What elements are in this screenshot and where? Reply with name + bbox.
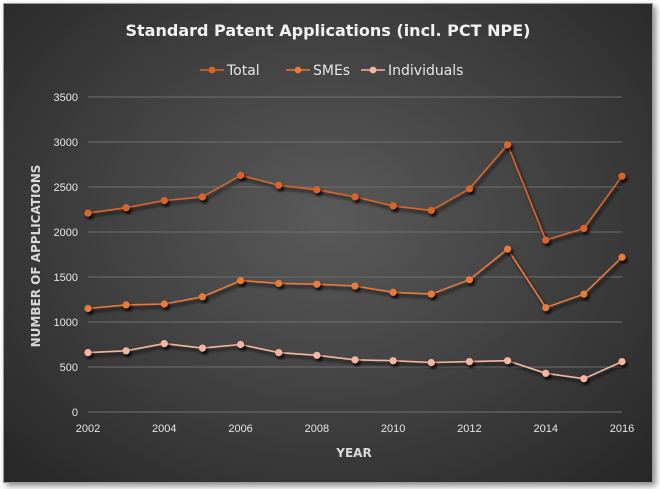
series-smes bbox=[84, 245, 626, 313]
point-total-2006 bbox=[236, 171, 245, 179]
legend-item-smes: SMEs bbox=[286, 63, 350, 79]
point-total-2013 bbox=[503, 141, 512, 149]
line-chart: Standard Patent Applications (incl. PCT … bbox=[29, 21, 634, 460]
y-tick-label-3000: 3000 bbox=[54, 137, 78, 149]
legend: Total SMEs Individuals bbox=[200, 63, 463, 79]
point-total-2010 bbox=[389, 202, 397, 210]
point-smes-2011 bbox=[427, 290, 435, 298]
legend-item-total: Total bbox=[200, 63, 260, 79]
x-tick-label-2002: 2002 bbox=[76, 423, 100, 435]
y-axis-ticks: 0 500 1000 1500 2000 2500 3000 3500 bbox=[54, 92, 78, 419]
point-individuals-2005 bbox=[198, 344, 207, 352]
legend-label-total: Total bbox=[226, 63, 260, 79]
series-total bbox=[84, 141, 626, 244]
x-tick-label-2008: 2008 bbox=[305, 423, 329, 435]
point-total-2009 bbox=[351, 193, 359, 201]
point-individuals-2014 bbox=[542, 369, 550, 377]
y-tick-label-2500: 2500 bbox=[54, 182, 78, 194]
point-smes-2006 bbox=[236, 277, 245, 285]
y-tick-label-0: 0 bbox=[72, 407, 78, 419]
legend-marker-smes bbox=[294, 66, 302, 74]
series-individuals bbox=[84, 340, 626, 383]
point-individuals-2015 bbox=[580, 375, 588, 383]
y-tick-label-1500: 1500 bbox=[54, 272, 78, 284]
gridlines bbox=[88, 96, 622, 413]
point-individuals-2008 bbox=[313, 351, 321, 359]
point-total-2007 bbox=[275, 181, 283, 189]
x-tick-label-2010: 2010 bbox=[381, 423, 405, 435]
point-total-2004 bbox=[160, 196, 168, 205]
y-tick-label-2000: 2000 bbox=[54, 227, 78, 239]
point-individuals-2010 bbox=[389, 357, 397, 365]
x-tick-label-2016: 2016 bbox=[610, 423, 634, 435]
point-total-2014 bbox=[542, 236, 550, 244]
point-individuals-2002 bbox=[84, 349, 92, 357]
chart-title: Standard Patent Applications (incl. PCT … bbox=[126, 21, 531, 40]
point-individuals-2007 bbox=[275, 349, 283, 357]
point-smes-2003 bbox=[122, 301, 130, 309]
point-total-2016 bbox=[618, 172, 626, 180]
y-tick-label-500: 500 bbox=[60, 362, 78, 374]
point-smes-2009 bbox=[351, 282, 359, 290]
x-axis-title: YEAR bbox=[335, 446, 371, 460]
legend-label-individuals: Individuals bbox=[388, 63, 463, 79]
legend-item-individuals: Individuals bbox=[361, 63, 463, 79]
point-total-2012 bbox=[465, 185, 474, 193]
point-smes-2002 bbox=[84, 304, 92, 313]
y-tick-label-3500: 3500 bbox=[54, 92, 78, 104]
point-total-2005 bbox=[198, 193, 207, 201]
legend-marker-individuals bbox=[369, 66, 377, 74]
point-total-2015 bbox=[580, 224, 588, 232]
point-smes-2007 bbox=[275, 279, 283, 287]
point-smes-2014 bbox=[542, 304, 550, 312]
point-smes-2010 bbox=[389, 288, 397, 296]
x-tick-label-2012: 2012 bbox=[457, 423, 481, 435]
y-axis-title: NUMBER OF APPLICATIONS bbox=[29, 165, 43, 348]
legend-marker-total bbox=[208, 66, 216, 74]
chart-frame: Standard Patent Applications (incl. PCT … bbox=[3, 3, 653, 483]
point-smes-2008 bbox=[313, 280, 321, 288]
x-tick-label-2004: 2004 bbox=[152, 423, 176, 435]
legend-label-smes: SMEs bbox=[313, 63, 350, 79]
series-line-total bbox=[87, 143, 623, 242]
point-individuals-2004 bbox=[160, 340, 168, 348]
point-smes-2005 bbox=[198, 293, 207, 301]
x-axis-ticks: 2002 2004 2006 2008 2010 2012 2014 2016 bbox=[76, 423, 634, 435]
y-tick-label-1000: 1000 bbox=[54, 317, 78, 329]
point-individuals-2013 bbox=[503, 357, 512, 365]
point-total-2008 bbox=[313, 186, 321, 194]
x-tick-label-2014: 2014 bbox=[533, 423, 557, 435]
point-individuals-2011 bbox=[427, 358, 435, 367]
x-tick-label-2006: 2006 bbox=[228, 423, 252, 435]
point-total-2011 bbox=[427, 206, 435, 214]
point-individuals-2016 bbox=[618, 358, 626, 366]
point-smes-2015 bbox=[580, 290, 588, 298]
point-individuals-2012 bbox=[465, 358, 474, 366]
point-total-2003 bbox=[122, 204, 130, 212]
series-layer bbox=[84, 141, 626, 383]
point-smes-2016 bbox=[618, 253, 626, 261]
point-total-2002 bbox=[84, 209, 92, 217]
point-smes-2004 bbox=[160, 300, 168, 308]
point-individuals-2009 bbox=[351, 356, 359, 364]
point-smes-2013 bbox=[503, 245, 512, 253]
series-line-smes bbox=[87, 247, 623, 310]
point-smes-2012 bbox=[465, 276, 474, 284]
point-individuals-2003 bbox=[122, 347, 130, 355]
point-individuals-2006 bbox=[236, 340, 245, 349]
